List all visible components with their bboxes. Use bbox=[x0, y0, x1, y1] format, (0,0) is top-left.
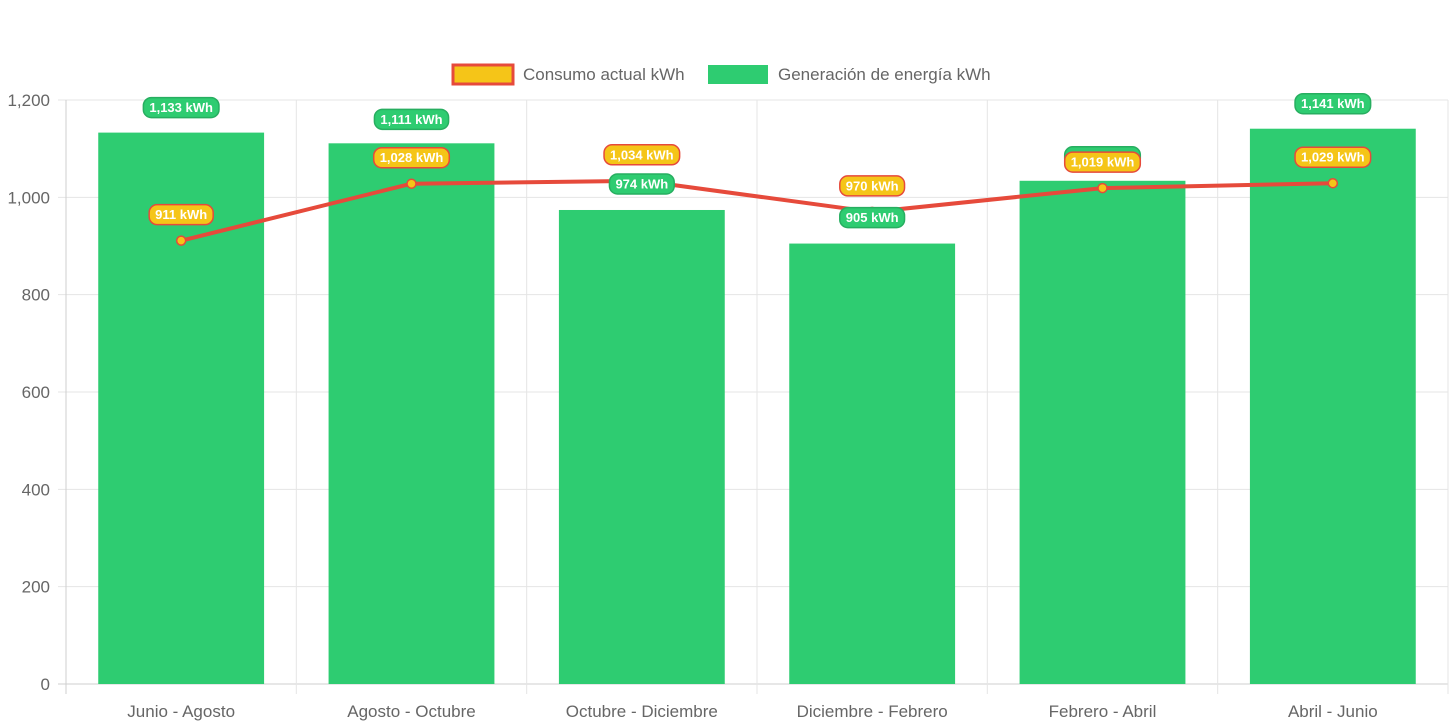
line-label-bg bbox=[148, 203, 214, 226]
line-label-bg bbox=[839, 175, 906, 197]
bar bbox=[789, 243, 956, 685]
line-label-bg bbox=[1294, 146, 1372, 168]
y-axis: 0 200 400 600 800 1,000 1,200 bbox=[7, 91, 67, 694]
legend-label-consumo: Consumo actual kWh bbox=[523, 65, 685, 84]
legend-swatch-generacion bbox=[708, 65, 768, 84]
line-label-text: 911 kWh bbox=[155, 207, 207, 222]
x-tick-label: Agosto - Octubre bbox=[347, 702, 476, 721]
x-tick-label: Diciembre - Febrero bbox=[797, 702, 948, 721]
legend-item-consumo[interactable]: Consumo actual kWh bbox=[451, 63, 685, 86]
y-tick-label: 200 bbox=[22, 578, 50, 597]
line-point bbox=[406, 178, 417, 189]
line-label: 1,019 kWh bbox=[1063, 151, 1142, 173]
line-label-text: 1,029 kWh bbox=[1301, 150, 1365, 165]
line-label-bg bbox=[603, 144, 681, 166]
bar-label: 905 kWh bbox=[839, 206, 906, 229]
line-label: 1,029 kWh bbox=[1294, 146, 1372, 168]
grid bbox=[58, 99, 1449, 694]
y-tick-label: 400 bbox=[22, 480, 50, 499]
legend-item-generacion[interactable]: Generación de energía kWh bbox=[708, 65, 991, 84]
x-tick-label: Junio - Agosto bbox=[127, 702, 235, 721]
line-label-text: 1,034 kWh bbox=[610, 147, 674, 162]
line-label: 970 kWh bbox=[839, 175, 906, 197]
bar-label-bg bbox=[142, 96, 220, 119]
bar-label: 974 kWh bbox=[608, 173, 675, 195]
line-label-text: 1,019 kWh bbox=[1071, 155, 1135, 170]
y-tick-label: 800 bbox=[22, 286, 50, 305]
line-label-text: 1,028 kWh bbox=[380, 150, 444, 165]
line-label-bg bbox=[372, 146, 451, 169]
bar bbox=[328, 143, 495, 684]
x-tick-label: Octubre - Diciembre bbox=[566, 702, 718, 721]
line-label: 1,028 kWh bbox=[372, 146, 451, 169]
x-axis: Junio - Agosto Agosto - Octubre Octubre - … bbox=[127, 702, 1377, 721]
y-tick-label: 600 bbox=[22, 383, 50, 402]
y-tick-label: 1,000 bbox=[7, 188, 50, 207]
bar-label-text: 974 kWh bbox=[615, 176, 668, 191]
legend: Consumo actual kWh Generación de energía… bbox=[451, 63, 991, 86]
legend-swatch-consumo bbox=[451, 63, 515, 86]
bar bbox=[1019, 180, 1186, 684]
x-tick-label: Febrero - Abril bbox=[1049, 702, 1157, 721]
bar-label-bg bbox=[373, 108, 450, 131]
bar bbox=[558, 209, 725, 684]
data-labels: 1,133 kWh 1,111 kWh 974 kWh 905 kWh 1,034 kW… bbox=[142, 92, 1372, 229]
y-tick-label: 0 bbox=[41, 675, 50, 694]
consumo-line bbox=[180, 178, 1333, 243]
line-point bbox=[1327, 177, 1339, 189]
line-label: 1,034 kWh bbox=[603, 144, 681, 166]
line-label-text: 970 kWh bbox=[846, 178, 899, 193]
bar-label-text: 1,141 kWh bbox=[1301, 96, 1365, 111]
bar-label-text: 1,111 kWh bbox=[380, 112, 442, 127]
line-label: 911 kWh bbox=[148, 203, 214, 226]
bar bbox=[1249, 128, 1416, 685]
bar-label-bg bbox=[1294, 92, 1372, 115]
bar-series bbox=[98, 128, 1416, 685]
y-tick-label: 1,200 bbox=[7, 91, 50, 110]
bar-label-text: 1,133 kWh bbox=[149, 100, 213, 115]
bar-label-bg bbox=[608, 173, 675, 195]
line-point bbox=[175, 235, 187, 246]
x-tick-label: Abril - Junio bbox=[1288, 702, 1378, 721]
legend-label-generacion: Generación de energía kWh bbox=[778, 65, 991, 84]
bar-label: 1,141 kWh bbox=[1294, 92, 1372, 115]
bar-label-bg bbox=[839, 206, 906, 229]
line-point bbox=[1097, 182, 1108, 194]
bar-label: 1,111 kWh bbox=[373, 108, 450, 131]
bar-label-text: 905 kWh bbox=[846, 210, 899, 225]
bar-label: 1,133 kWh bbox=[142, 96, 220, 119]
line-label-bg bbox=[1063, 151, 1142, 173]
